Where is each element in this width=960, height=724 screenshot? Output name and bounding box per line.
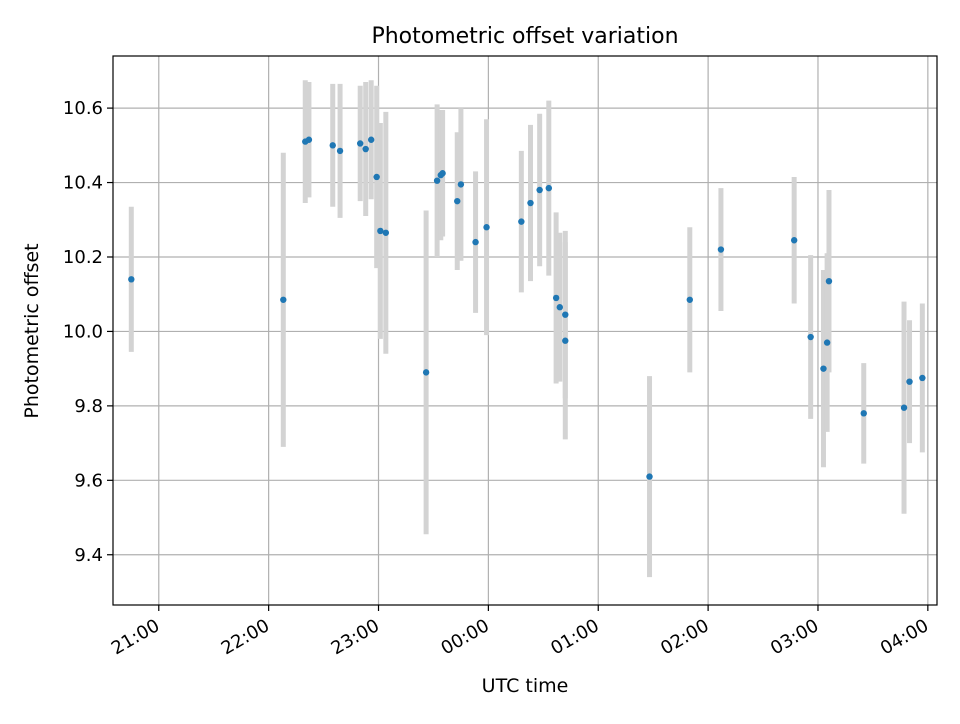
- data-point: [280, 296, 287, 303]
- data-point: [433, 177, 441, 184]
- data-point: [646, 473, 653, 480]
- data-point: [483, 224, 490, 231]
- data-point: [362, 145, 369, 153]
- data-point: [457, 181, 465, 188]
- data-point: [305, 136, 313, 143]
- x-axis-label: UTC time: [482, 675, 569, 697]
- data-point: [439, 170, 446, 177]
- data-point: [790, 237, 798, 244]
- x-tick-label: 01:00: [547, 615, 602, 659]
- data-point: [472, 238, 479, 246]
- data-point: [128, 276, 135, 283]
- data-point: [562, 337, 569, 344]
- y-tick-label: 10.2: [63, 247, 103, 268]
- data-point: [382, 229, 390, 236]
- data-point: [367, 136, 375, 143]
- data-point: [860, 410, 867, 417]
- data-point: [552, 294, 560, 302]
- data-point: [357, 140, 364, 147]
- y-axis-ticks: 9.4 9.6 9.8 10.0 10.2 10.4 10.6: [63, 98, 113, 566]
- data-point: [377, 227, 384, 235]
- x-tick-label: 22:00: [218, 615, 273, 659]
- x-tick-label: 23:00: [328, 615, 383, 659]
- x-tick-label: 03:00: [767, 615, 822, 659]
- grid-lines: [113, 56, 937, 605]
- data-point: [556, 304, 563, 311]
- y-tick-label: 10.4: [63, 173, 103, 194]
- data-point: [717, 246, 725, 253]
- y-axis-label: Photometric offset: [21, 243, 43, 418]
- plot-area-frame: [112, 55, 938, 606]
- data-point: [527, 199, 534, 207]
- y-tick-label: 10.0: [63, 321, 103, 342]
- data-point: [825, 277, 833, 285]
- data-point: [518, 218, 525, 225]
- chart-title: Photometric offset variation: [371, 24, 678, 49]
- data-point: [545, 184, 553, 192]
- data-point: [373, 173, 380, 181]
- error-bars: [128, 80, 925, 578]
- x-axis-ticks: 21:00 22:00 23:00 00:00 01:00 02:00 03:00 04:00: [108, 605, 932, 659]
- data-point: [823, 339, 831, 346]
- y-tick-label: 9.6: [74, 470, 103, 491]
- y-tick-label: 9.4: [74, 545, 103, 566]
- y-tick-label: 9.8: [74, 396, 103, 417]
- data-point: [906, 378, 913, 385]
- data-point: [820, 365, 827, 372]
- data-point: [900, 404, 908, 411]
- data-point: [329, 142, 336, 149]
- x-tick-label: 02:00: [657, 615, 712, 659]
- data-point: [807, 333, 814, 341]
- x-tick-label: 21:00: [108, 615, 163, 659]
- data-points: [128, 136, 926, 480]
- data-point: [562, 311, 569, 318]
- data-point: [919, 374, 926, 382]
- data-point: [422, 369, 430, 376]
- y-tick-label: 10.6: [63, 98, 103, 119]
- data-point: [686, 296, 693, 303]
- x-tick-label: 00:00: [437, 615, 492, 659]
- data-point: [336, 147, 344, 155]
- data-point: [454, 197, 461, 205]
- data-point: [536, 186, 543, 194]
- x-tick-label: 04:00: [877, 615, 932, 659]
